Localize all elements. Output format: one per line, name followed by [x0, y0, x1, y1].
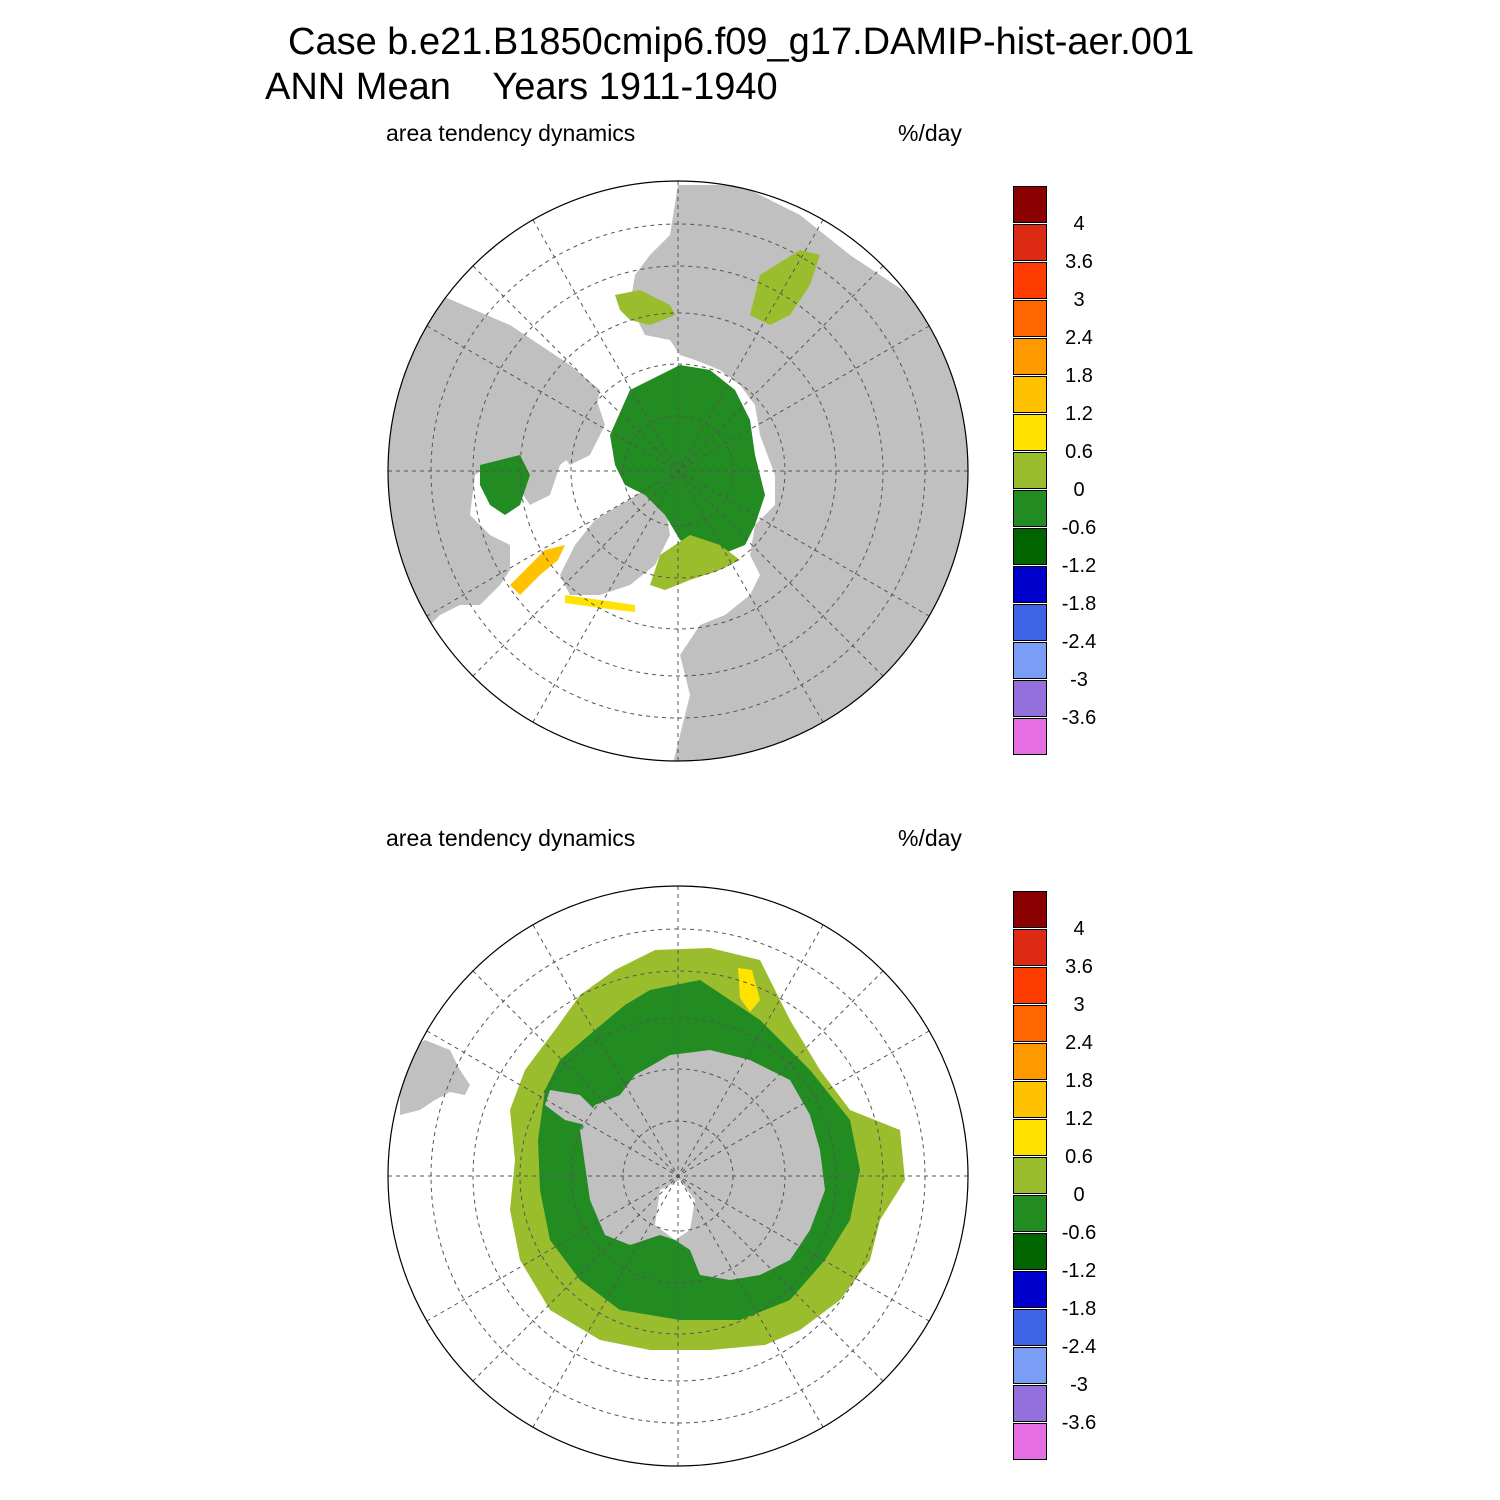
colorbar-tick-label: -3: [1070, 669, 1088, 691]
colorbar-tick-label: 4: [1073, 918, 1085, 940]
colorbar-swatch: [1013, 642, 1047, 679]
colorbar-tick-label: 3: [1073, 994, 1085, 1016]
arctic-ice-core: [610, 365, 765, 555]
colorbar-swatch: [1013, 1157, 1047, 1194]
colorbar-swatch: [1013, 452, 1047, 489]
colorbar-tick-label: -1.2: [1061, 1260, 1097, 1282]
colorbar-swatch: [1013, 224, 1047, 261]
colorbar-tick-label: -1.8: [1061, 1298, 1097, 1320]
colorbar-swatch: [1013, 300, 1047, 337]
antarctica-land: [580, 1050, 825, 1280]
weddell-yellow-patch: [738, 968, 760, 1012]
ross-ice-shelf: [655, 1180, 695, 1240]
colorbar-tick-label: 1.8: [1065, 365, 1093, 387]
colorbar-tick-label: 0.6: [1065, 441, 1093, 463]
canadian-archipelago: [555, 395, 605, 465]
colorbar-swatch: [1013, 262, 1047, 299]
barents-ice: [650, 535, 740, 590]
colorbar-swatch: [1013, 604, 1047, 641]
colorbar-swatch: [1013, 338, 1047, 375]
colorbar-swatch: [1013, 376, 1047, 413]
graticule: [388, 181, 968, 761]
colorbar-tick-label: 2.4: [1065, 327, 1093, 349]
colorbar-tick-label: 3.6: [1065, 956, 1093, 978]
colorbar-tick-label: -1.2: [1061, 555, 1097, 577]
figure-title-line2: ANN Mean Years 1911-1940: [265, 66, 778, 108]
map-boundary: [387, 885, 969, 1467]
colorbar-swatch: [1013, 1309, 1047, 1346]
colorbar-swatch: [1013, 1347, 1047, 1384]
antarctic-peninsula: [545, 1090, 595, 1125]
colorbar-tick-label: 2.4: [1065, 1032, 1093, 1054]
colorbar-swatch: [1013, 528, 1047, 565]
panel-units-label: %/day: [898, 120, 962, 146]
colorbar-swatch: [1013, 1195, 1047, 1232]
colorbar-swatch: [1013, 1043, 1047, 1080]
colorbar-tick-label: -2.4: [1061, 631, 1097, 653]
colorbar-swatch: [1013, 566, 1047, 603]
south-hemisphere-panel: area tendency dynamics %/day: [0, 705, 1500, 1467]
north-hemisphere-panel: area tendency dynamics %/day: [0, 0, 1500, 762]
colorbar-swatch: [1013, 891, 1047, 928]
greenland-land: [560, 490, 670, 595]
colorbar-tick-label: -2.4: [1061, 1336, 1097, 1358]
colorbar-swatch: [1013, 490, 1047, 527]
colorbar-tick-label: 0: [1073, 479, 1085, 501]
colorbar-tick-label: 3: [1073, 289, 1085, 311]
map-boundary: [387, 180, 969, 762]
colorbar-tick-label: -0.6: [1061, 517, 1097, 539]
okhotsk-ice: [750, 250, 820, 325]
colorbar-tick-label: 1.8: [1065, 1070, 1093, 1092]
colorbar-tick-label: 4: [1073, 213, 1085, 235]
panel-left-label: area tendency dynamics: [386, 825, 636, 851]
eurasia-land: [630, 185, 968, 761]
north-america-land: [388, 295, 600, 645]
colorbar-swatch: [1013, 1005, 1047, 1042]
panel-left-label: area tendency dynamics: [386, 120, 636, 146]
colorbar-tick-label: 1.2: [1065, 403, 1093, 425]
bering-ice: [615, 290, 675, 325]
colorbar-swatch: [1013, 1423, 1047, 1460]
colorbar-swatch: [1013, 1271, 1047, 1308]
colorbar-tick-label: 1.2: [1065, 1108, 1093, 1130]
colorbar-swatch: [1013, 929, 1047, 966]
south-america-land: [400, 1040, 470, 1115]
colorbar-swatch: [1013, 680, 1047, 717]
colorbar-tick-label: 0.6: [1065, 1146, 1093, 1168]
colorbar-tick-label: -1.8: [1061, 593, 1097, 615]
figure-title-line1: Case b.e21.B1850cmip6.f09_g17.DAMIP-hist…: [288, 21, 1195, 63]
colorbar-tick-label: -3: [1070, 1374, 1088, 1396]
north-polar-map: [387, 180, 969, 762]
south-polar-map: [387, 885, 969, 1467]
colorbar-tick-label: -3.6: [1061, 1412, 1097, 1434]
colorbar-swatch: [1013, 1385, 1047, 1422]
colorbar-tick-label: -0.6: [1061, 1222, 1097, 1244]
panel-units-label: %/day: [898, 825, 962, 851]
colorbar-swatch: [1013, 1081, 1047, 1118]
colorbar-tick-label: 0: [1073, 1184, 1085, 1206]
labrador-ice-edge: [510, 545, 565, 595]
colorbar-tick-label: 3.6: [1065, 251, 1093, 273]
colorbar-tick-label: -3.6: [1061, 707, 1097, 729]
colorbar-swatch: [1013, 186, 1047, 223]
colorbar-swatch: [1013, 1233, 1047, 1270]
arctic-ice-margin: [480, 455, 530, 515]
colorbar-swatch: [1013, 414, 1047, 451]
graticule: [388, 886, 968, 1466]
colorbar-swatch: [1013, 1119, 1047, 1156]
colorbar-swatch: [1013, 967, 1047, 1004]
greenland-sea-ice-edge: [565, 595, 635, 612]
colorbar-swatch: [1013, 718, 1047, 755]
